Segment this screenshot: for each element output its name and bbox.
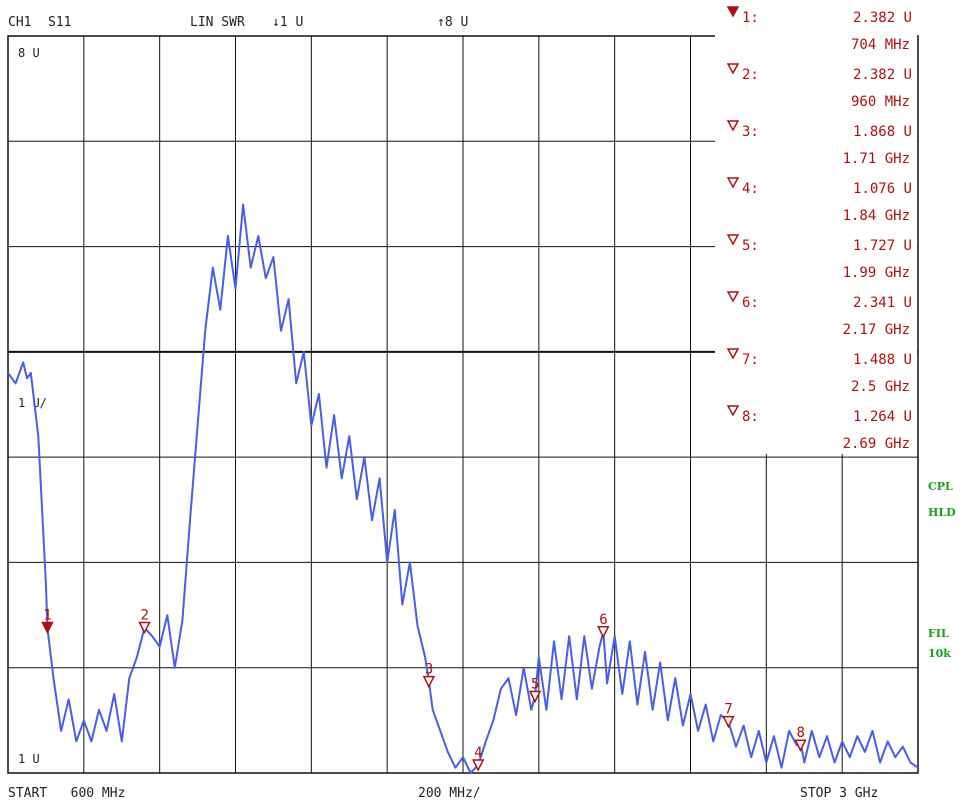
marker-5-symbol bbox=[528, 690, 542, 704]
marker-2-readout-icon bbox=[726, 63, 740, 75]
marker-4-readout-value: 1.076 U bbox=[853, 181, 912, 197]
marker-6-readout-frequency: 2.17 GHz bbox=[843, 322, 910, 338]
side-label-fil: FIL bbox=[928, 627, 949, 640]
marker-7-readout-value: 1.488 U bbox=[853, 352, 912, 368]
marker-7-readout-icon bbox=[726, 348, 740, 360]
parameter-label: S11 bbox=[48, 15, 71, 30]
marker-6-number: 6 bbox=[599, 612, 607, 628]
marker-1-readout-icon bbox=[726, 6, 740, 18]
channel-label: CH1 bbox=[8, 15, 31, 30]
marker-8-symbol bbox=[794, 739, 807, 752]
marker-4-readout-icon bbox=[726, 177, 740, 189]
marker-6-readout-label: 6: bbox=[742, 295, 759, 311]
trace-markers: 1 2 3 4 5 6 7 8 bbox=[41, 607, 807, 772]
marker-6-readout-value: 2.341 U bbox=[853, 295, 912, 311]
side-label-cpl: CPL bbox=[928, 480, 953, 493]
scale-label: ↓1 U bbox=[272, 15, 303, 30]
marker-4-readout-label: 4: bbox=[742, 181, 759, 197]
marker-1-symbol bbox=[41, 621, 54, 635]
marker-2-readout-value: 2.382 U bbox=[853, 67, 912, 83]
marker-6-readout-icon bbox=[726, 291, 740, 303]
side-label-10k: 10k bbox=[928, 647, 951, 660]
marker-2-readout-frequency: 960 MHz bbox=[851, 94, 910, 110]
marker-3-readout-label: 3: bbox=[742, 124, 759, 140]
marker-panel-bg bbox=[715, 30, 917, 454]
marker-3-readout-icon bbox=[726, 120, 740, 132]
marker-2-symbol bbox=[138, 621, 151, 635]
marker-5-readout-icon bbox=[726, 234, 740, 246]
marker-1-readout-frequency: 704 MHz bbox=[851, 37, 910, 53]
marker-7-readout-label: 7: bbox=[742, 352, 759, 368]
marker-3-symbol bbox=[422, 675, 436, 689]
marker-3-readout-value: 1.868 U bbox=[853, 124, 912, 140]
marker-8-readout-frequency: 2.69 GHz bbox=[843, 436, 910, 452]
marker-1-readout-label: 1: bbox=[742, 10, 759, 26]
marker-8-readout-label: 8: bbox=[742, 409, 759, 425]
marker-8-readout-value: 1.264 U bbox=[853, 409, 912, 425]
top-grid-label: 8 U bbox=[18, 46, 40, 60]
marker-7-number: 7 bbox=[724, 702, 732, 718]
marker-1-number: 1 bbox=[43, 607, 51, 623]
start-frequency: START 600 MHz bbox=[8, 786, 125, 801]
span-per-division: 200 MHz/ bbox=[418, 786, 481, 801]
marker-5-readout-value: 1.727 U bbox=[853, 238, 912, 254]
marker-4-number: 4 bbox=[474, 745, 482, 761]
marker-6-symbol bbox=[597, 626, 610, 639]
marker-3-number: 3 bbox=[425, 662, 433, 678]
marker-4-readout-frequency: 1.84 GHz bbox=[843, 208, 910, 224]
marker-2-number: 2 bbox=[141, 607, 149, 623]
marker-5-readout-frequency: 1.99 GHz bbox=[843, 265, 910, 281]
format-label: LIN SWR bbox=[190, 15, 245, 30]
marker-8-readout-icon bbox=[726, 405, 740, 417]
marker-2-readout-label: 2: bbox=[742, 67, 759, 83]
side-label-hld: HLD bbox=[928, 506, 956, 519]
bottom-grid-label: 1 U bbox=[18, 752, 40, 766]
plot-grid bbox=[7, 35, 919, 774]
marker-5-number: 5 bbox=[531, 676, 539, 692]
marker-readout-panel: 1: 2.382 U 704 MHz 2: 2.382 U 960 MHz 3: 1.868 … bbox=[726, 6, 912, 452]
marker-7-readout-frequency: 2.5 GHz bbox=[851, 379, 910, 395]
marker-5-readout-label: 5: bbox=[742, 238, 759, 254]
stop-frequency: STOP 3 GHz bbox=[800, 786, 878, 801]
reference-label: ↑8 U bbox=[437, 15, 468, 30]
marker-8-number: 8 bbox=[796, 725, 804, 741]
ref-grid-label: 1 U/ bbox=[18, 396, 47, 410]
marker-1-readout-value: 2.382 U bbox=[853, 10, 912, 26]
marker-7-symbol bbox=[722, 715, 735, 729]
marker-3-readout-frequency: 1.71 GHz bbox=[843, 151, 910, 167]
marker-4-symbol bbox=[471, 759, 485, 772]
